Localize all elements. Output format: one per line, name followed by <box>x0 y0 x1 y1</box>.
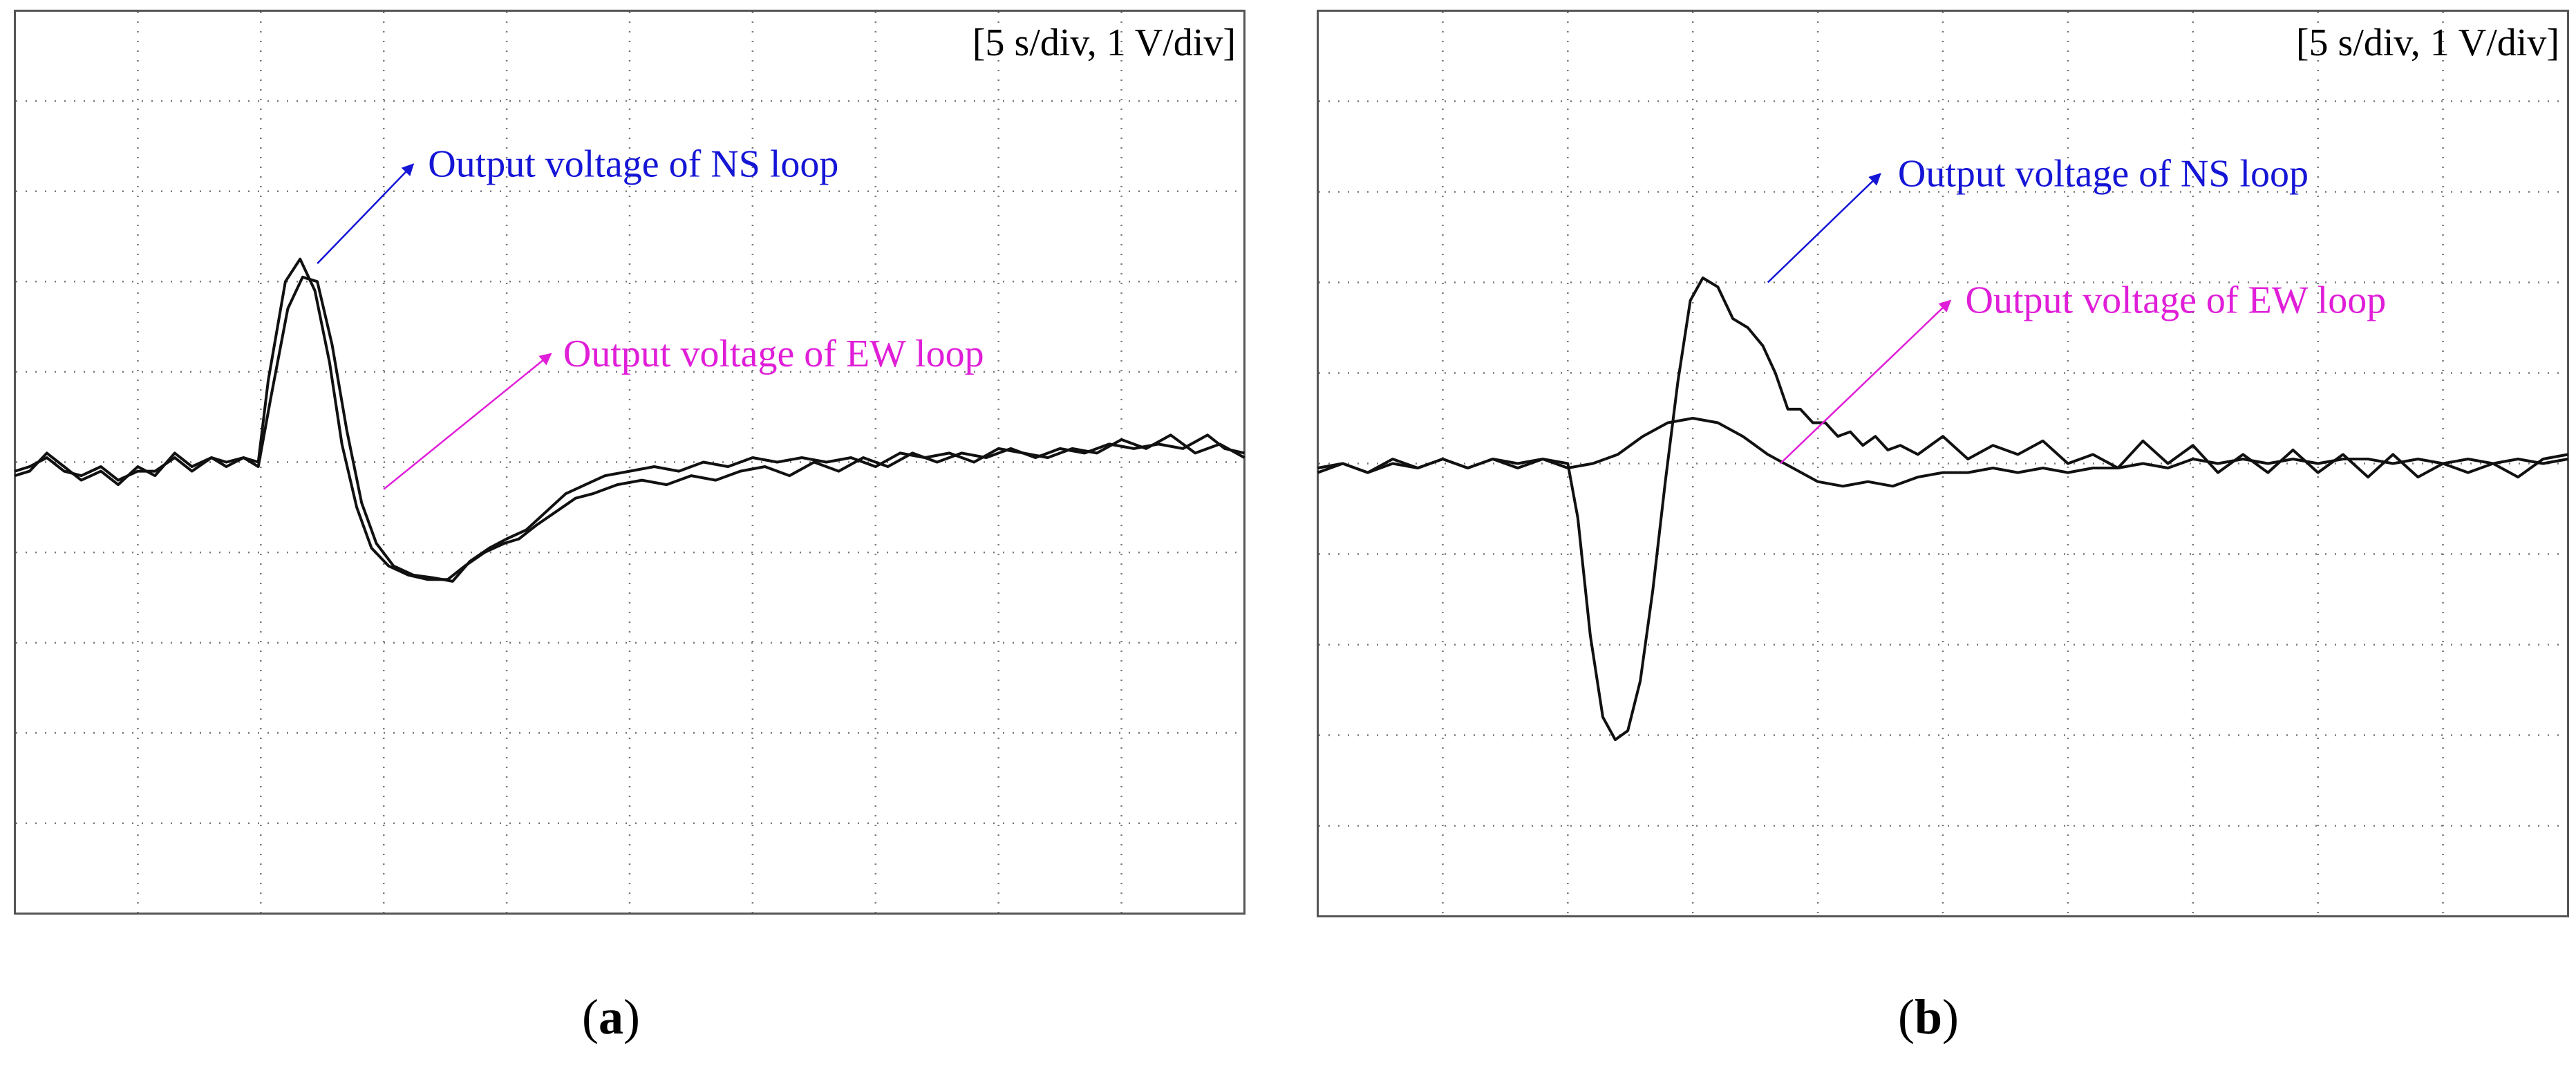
annotation-arrow <box>1779 299 1952 465</box>
panel-caption-b: (b) <box>1897 989 1959 1045</box>
oscilloscope-plot-a: Output voltage of NS loop Output voltage … <box>14 10 1245 915</box>
scope-panel-b: Output voltage of NS loop Output voltage … <box>1317 10 2569 917</box>
annotation-label: Output voltage of NS loop <box>1898 152 2309 195</box>
annotation-arrow <box>383 353 552 490</box>
panel-caption-a: (a) <box>582 989 640 1045</box>
scale-label: [5 s/div, 1 V/div] <box>2296 21 2559 64</box>
annotation-arrow <box>317 163 415 265</box>
annotation-arrow <box>1767 173 1881 283</box>
trace-line-2 <box>14 275 1245 583</box>
panel-label-b: b <box>1914 989 1943 1045</box>
panel-label-a: a <box>599 989 623 1045</box>
scope-panel-a: Output voltage of NS loop Output voltage … <box>14 10 1245 915</box>
oscilloscope-plot-b: Output voltage of NS loop Output voltage … <box>1317 10 2569 917</box>
annotation-label: Output voltage of EW loop <box>563 333 984 375</box>
annotation-label: Output voltage of EW loop <box>1966 279 2387 322</box>
annotation-label: Output voltage of NS loop <box>428 143 838 186</box>
trace-line-2 <box>1317 417 2568 488</box>
plot-frame <box>1317 10 2569 917</box>
scale-label: [5 s/div, 1 V/div] <box>972 21 1236 64</box>
